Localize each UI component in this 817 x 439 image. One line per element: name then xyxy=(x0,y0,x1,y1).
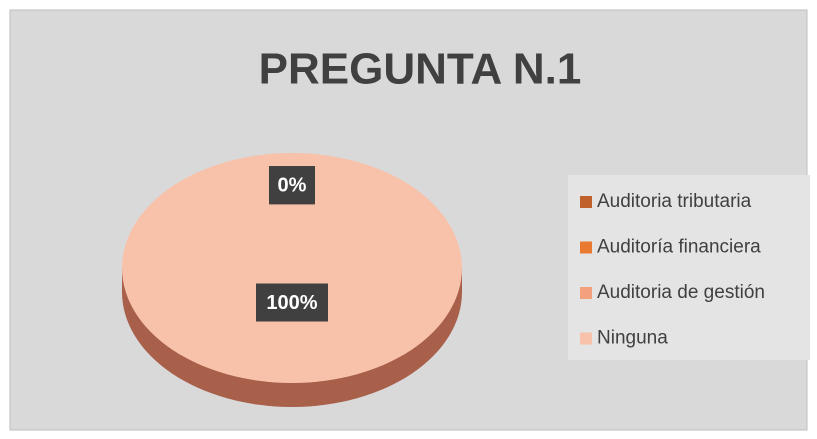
data-label-box xyxy=(269,166,315,205)
legend-swatch xyxy=(580,332,592,345)
legend-label: Auditoria tributaria xyxy=(597,191,752,212)
legend-label: Auditoría financiera xyxy=(597,237,761,258)
legend-label: Auditoria de gestión xyxy=(597,282,765,303)
pie-slice xyxy=(122,153,462,383)
legend-swatch xyxy=(580,241,592,254)
legend-swatch xyxy=(580,287,592,299)
legend-label: Ninguna xyxy=(597,328,668,349)
legend-swatch xyxy=(580,196,592,208)
chart-title: PREGUNTA N.1 xyxy=(259,45,582,94)
legend-box xyxy=(568,175,810,360)
data-label: 0% xyxy=(278,174,307,196)
data-label-box xyxy=(256,283,328,322)
data-label: 100% xyxy=(266,292,317,314)
